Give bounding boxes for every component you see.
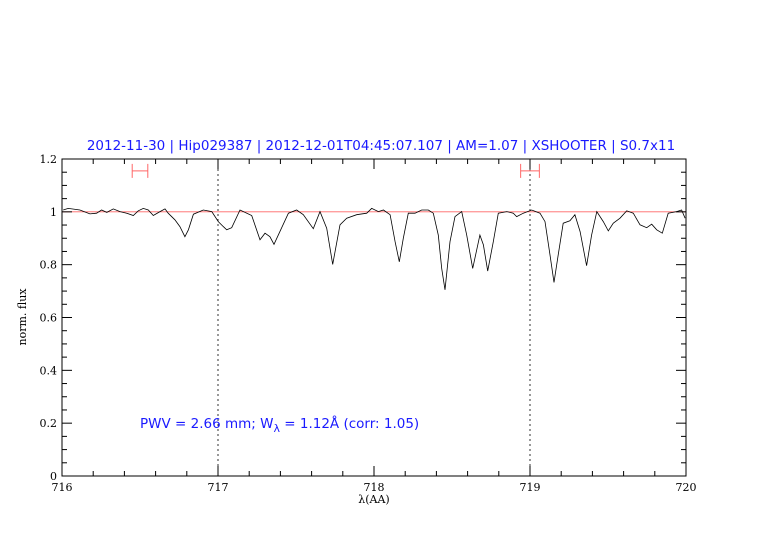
- pwv-annotation: PWV = 2.66 mm; Wλ = 1.12Å (corr: 1.05): [140, 415, 419, 435]
- y-tick-label: 0.4: [40, 364, 58, 377]
- chart-title: 2012-11-30 | Hip029387 | 2012-12-01T04:4…: [87, 138, 675, 154]
- spectrum-line: [63, 207, 686, 290]
- y-tick-label: 0.6: [40, 312, 58, 325]
- annotation-prefix: PWV = 2.66 mm; W: [140, 416, 273, 432]
- y-tick-label: 0: [50, 470, 57, 483]
- y-axis-label: norm. flux: [16, 288, 29, 346]
- y-tick-label: 1: [50, 206, 57, 219]
- x-tick-label: 716: [52, 481, 73, 494]
- annotation-subscript: λ: [273, 422, 280, 435]
- x-tick-label: 719: [520, 481, 541, 494]
- annotation-suffix: = 1.12Å (corr: 1.05): [280, 415, 419, 432]
- x-tick-label: 720: [676, 481, 697, 494]
- y-tick-label: 0.2: [40, 417, 58, 430]
- plot-area: 716 717 718 719 720 0 0.2 0.4 0.6 0.8 1 1.2: [40, 153, 697, 494]
- x-tick-label: 717: [208, 481, 229, 494]
- y-tick-label: 1.2: [40, 153, 58, 166]
- x-tick-label: 718: [364, 481, 385, 494]
- x-axis-label: λ(AA): [358, 493, 389, 506]
- y-tick-label: 0.8: [40, 259, 58, 272]
